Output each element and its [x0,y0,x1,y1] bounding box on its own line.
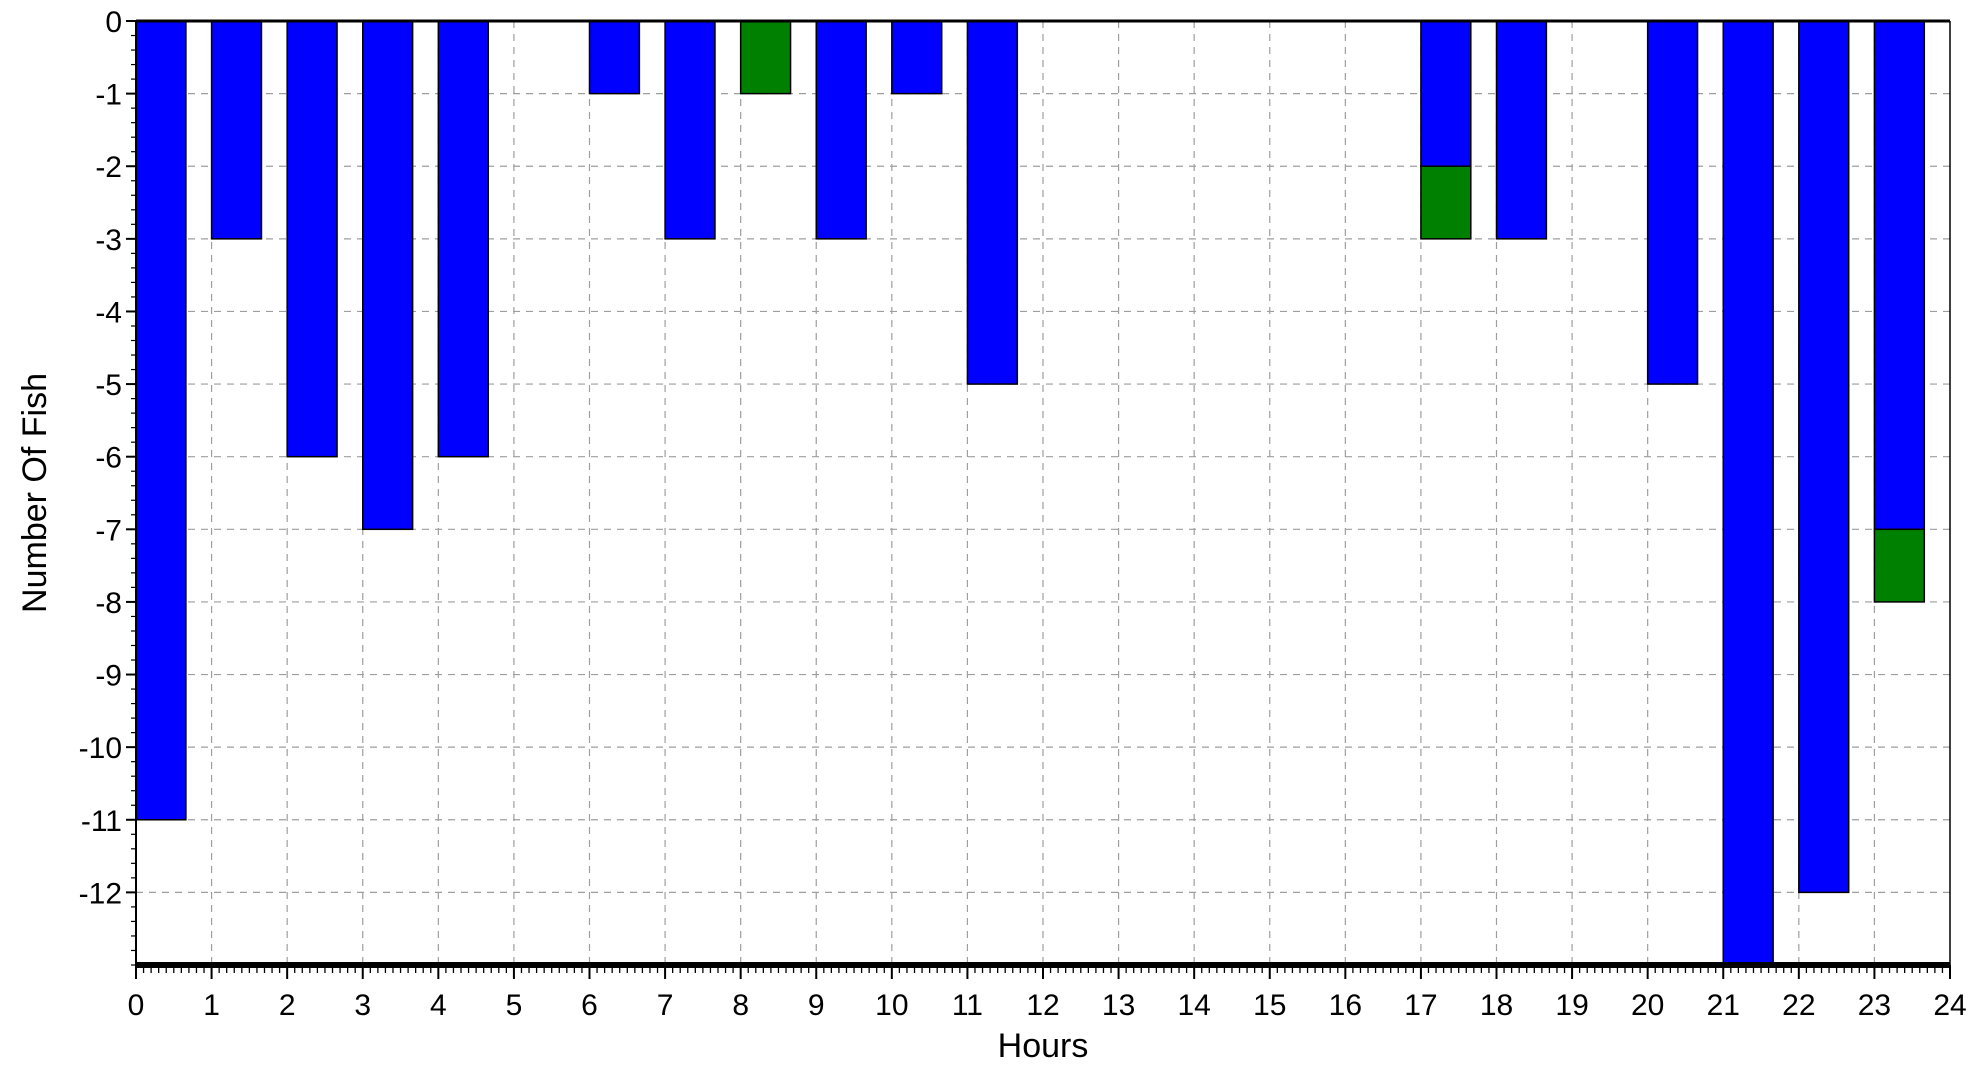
x-axis-ticks: 0 1 2 3 4 5 6 7 8 9 10 11 12 13 14 15 16 17 18 19 20 21 22 23 24 [128,965,1967,1022]
x-tick-label: 24 [1933,989,1966,1022]
x-tick-label: 1 [203,989,220,1022]
y-tick-label: -6 [95,442,122,475]
y-tick-label: -10 [79,732,122,765]
bar-series-1-hour-0 [135,20,187,821]
bar-series-1-hour-11 [966,20,1019,385]
x-tick-label: 14 [1177,989,1210,1022]
x-tick-label: 22 [1782,989,1815,1022]
x-tick-label: 23 [1858,989,1891,1022]
bar-series-1-hour-1 [210,20,263,240]
bar-series-2-hour-17 [1420,165,1472,240]
bar-series-1-hour-22 [1798,20,1850,894]
bar-series-1-hour-3 [362,20,414,531]
bar-series-1-hour-6 [588,20,641,95]
bar-series-1-hour-10 [891,20,943,95]
y-tick-label: -4 [95,296,122,329]
bar-series-1-hour-9 [815,20,867,240]
y-tick-label: -12 [79,877,122,910]
bar-series-1-hour-4 [437,20,489,458]
y-tick-label: -3 [95,224,122,257]
x-tick-label: 4 [430,989,447,1022]
x-tick-label: 19 [1555,989,1588,1022]
y-tick-label: -7 [95,514,122,547]
x-tick-label: 16 [1329,989,1362,1022]
x-tick-label: 20 [1631,989,1664,1022]
x-tick-label: 6 [581,989,598,1022]
x-tick-label: 8 [732,989,749,1022]
y-tick-label: -5 [95,369,122,402]
y-tick-label: -9 [95,660,122,693]
x-tick-label: 17 [1404,989,1437,1022]
bar-series-1-hour-7 [664,20,716,240]
bar-series-1-hour-21 [1722,20,1774,966]
x-tick-label: 15 [1253,989,1286,1022]
y-tick-label: -8 [95,587,122,620]
bar-series-1-hour-17 [1420,20,1472,167]
y-tick-label: 0 [105,6,122,39]
bar-series-1-hour-18 [1495,20,1548,240]
x-tick-label: 2 [279,989,296,1022]
x-tick-label: 3 [354,989,371,1022]
x-tick-label: 13 [1102,989,1135,1022]
bar-series-1-hour-23 [1873,20,1926,531]
bar-series-1-hour-20 [1646,20,1699,385]
x-tick-label: 21 [1707,989,1740,1022]
bar-series-2-hour-23 [1873,528,1926,603]
x-axis-title: Hours [998,1027,1089,1065]
x-tick-label: 11 [952,989,983,1022]
bar-series-1-hour-2 [286,20,338,458]
x-tick-label: 9 [808,989,825,1022]
y-axis-ticks: 0 -1 -2 -3 -4 -5 -6 -7 -8 -9 -10 -11 -12 [79,6,136,966]
x-tick-label: 0 [128,989,145,1022]
x-tick-label: 10 [875,989,908,1022]
y-axis-title: Number Of Fish [16,373,54,613]
x-tick-label: 12 [1026,989,1059,1022]
bars [135,20,1926,966]
y-tick-label: -1 [95,79,122,112]
bar-series-2-hour-8 [739,20,792,95]
y-tick-label: -11 [81,805,122,838]
x-tick-label: 7 [657,989,674,1022]
x-tick-label: 18 [1480,989,1513,1022]
x-tick-label: 5 [506,989,523,1022]
y-tick-label: -2 [95,151,122,184]
